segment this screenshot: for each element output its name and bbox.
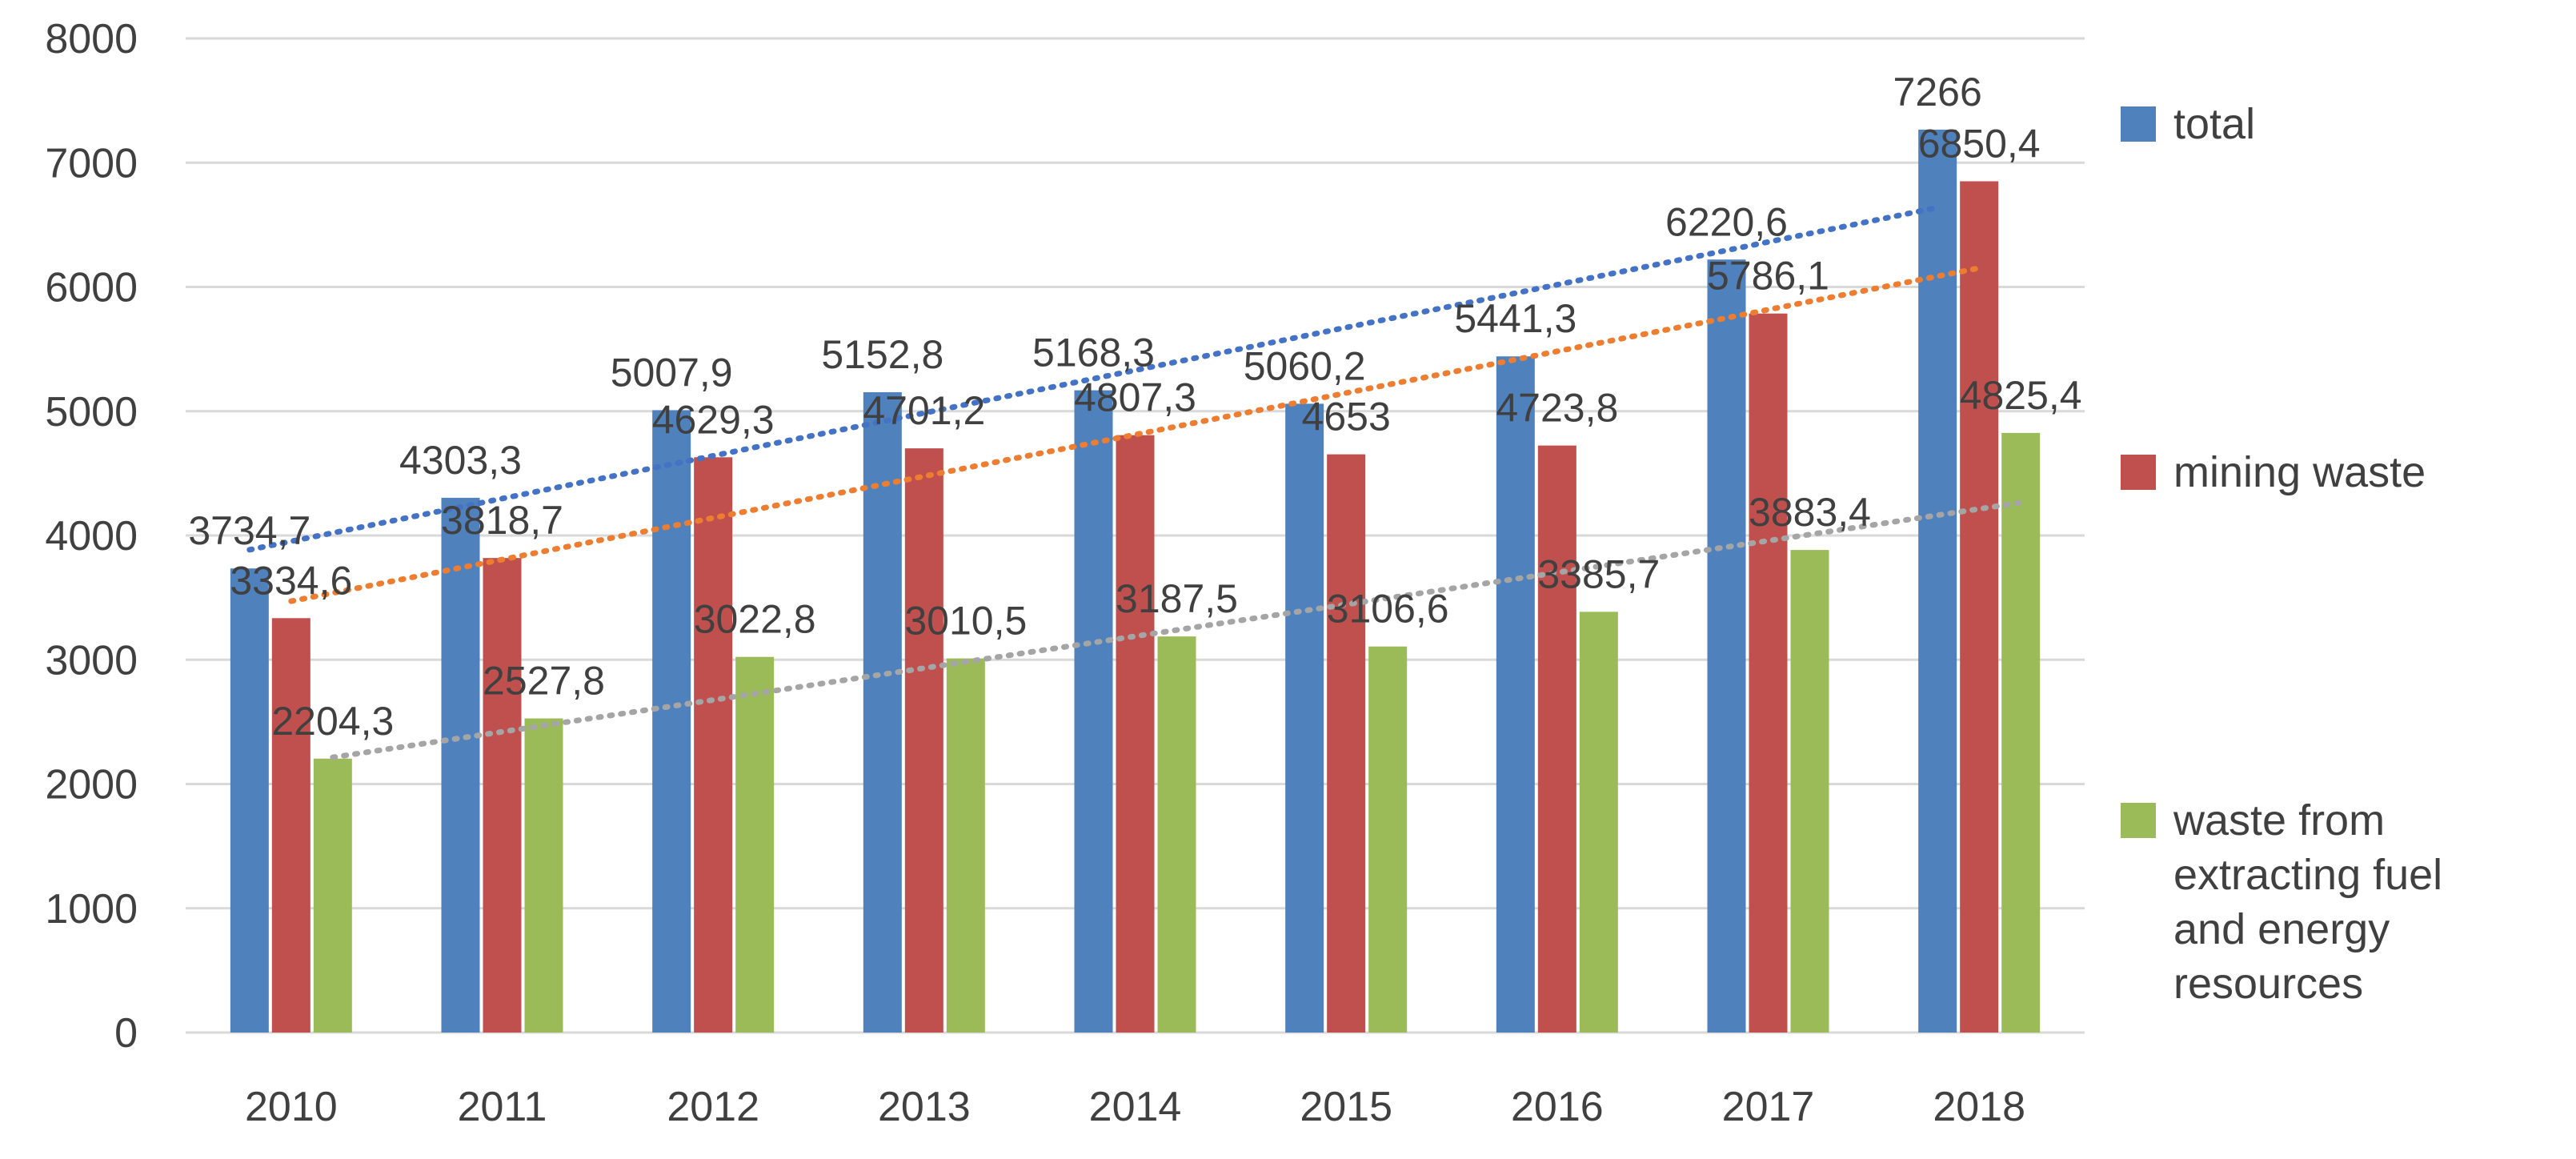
bar-2-2015 xyxy=(1368,646,1408,1033)
data-label: 3818,7 xyxy=(441,498,563,543)
x-axis-ticks: 2010 2011 2012 2013 2014 2015 2016 2017 2018 xyxy=(245,1084,2025,1130)
x-tick-label: 2016 xyxy=(1511,1084,1604,1130)
bar-2-2017 xyxy=(1790,550,1829,1033)
bar-1-2017 xyxy=(1749,313,1788,1033)
data-label: 4303,3 xyxy=(399,438,522,483)
bar-1-2018 xyxy=(1960,181,1999,1033)
bar-2-2018 xyxy=(2001,432,2041,1033)
data-label: 4653 xyxy=(1302,395,1391,439)
data-label: 4701,2 xyxy=(863,388,985,433)
legend-label-line: and energy xyxy=(2173,905,2390,953)
legend-label: total xyxy=(2173,100,2255,148)
data-label: 4629,3 xyxy=(652,397,775,442)
bar-0-2016 xyxy=(1496,356,1535,1033)
bar-0-2012 xyxy=(652,410,691,1033)
y-tick-label: 0 xyxy=(114,1010,138,1057)
legend-label-line: extracting fuel xyxy=(2173,851,2442,899)
data-label: 6850,4 xyxy=(1918,121,2041,166)
bar-0-2018 xyxy=(1918,129,1957,1033)
x-tick-label: 2018 xyxy=(1933,1084,2025,1130)
bar-0-2010 xyxy=(230,568,269,1033)
data-label: 5060,2 xyxy=(1244,343,1366,388)
data-label: 3010,5 xyxy=(904,599,1027,644)
bar-1-2011 xyxy=(483,558,522,1033)
bar-1-2015 xyxy=(1327,454,1366,1033)
bar-0-2013 xyxy=(863,392,902,1033)
y-tick-label: 5000 xyxy=(45,389,138,435)
data-label: 2204,3 xyxy=(271,699,394,744)
y-tick-label: 2000 xyxy=(45,762,138,808)
x-tick-label: 2015 xyxy=(1300,1084,1392,1130)
data-label: 5168,3 xyxy=(1032,331,1155,375)
trendlines xyxy=(246,204,2024,760)
data-label: 5007,9 xyxy=(611,351,733,395)
data-label: 4807,3 xyxy=(1074,375,1196,420)
y-axis-ticks: 0 1000 2000 3000 4000 5000 6000 7000 8000 xyxy=(45,16,138,1057)
legend-label-line: waste from xyxy=(2173,796,2385,844)
x-tick-label: 2012 xyxy=(667,1084,759,1130)
bar-0-2014 xyxy=(1074,390,1113,1033)
data-label: 6220,6 xyxy=(1665,199,1788,244)
bars xyxy=(230,129,2041,1033)
y-tick-label: 4000 xyxy=(45,513,138,559)
y-tick-label: 1000 xyxy=(45,886,138,932)
bar-1-2016 xyxy=(1537,445,1576,1033)
data-label: 3022,8 xyxy=(694,597,816,642)
data-label: 5786,1 xyxy=(1707,254,1829,299)
trendline-1 xyxy=(288,265,1982,604)
bar-1-2013 xyxy=(904,448,943,1033)
data-label: 4825,4 xyxy=(1960,373,2082,418)
y-tick-label: 3000 xyxy=(45,637,138,684)
legend-swatch-2 xyxy=(2121,803,2156,838)
x-tick-label: 2010 xyxy=(245,1084,338,1130)
legend-swatch-1 xyxy=(2121,455,2156,490)
data-label: 3734,7 xyxy=(188,508,310,553)
x-tick-label: 2013 xyxy=(878,1084,971,1130)
data-labels: 3734,7 4303,3 5007,9 5152,8 5168,3 5060,2 5441… xyxy=(188,70,2081,744)
bar-2-2011 xyxy=(524,718,563,1033)
data-label: 3187,5 xyxy=(1116,576,1238,621)
x-tick-label: 2014 xyxy=(1089,1084,1182,1130)
bar-2-2014 xyxy=(1157,636,1196,1033)
data-label: 3106,6 xyxy=(1327,587,1449,632)
data-label: 3334,6 xyxy=(230,558,352,603)
legend-label: mining waste xyxy=(2173,448,2426,496)
y-tick-label: 6000 xyxy=(45,265,138,311)
legend-swatch-0 xyxy=(2121,106,2156,142)
bar-2-2013 xyxy=(946,658,985,1033)
trendline-0 xyxy=(246,204,1941,553)
trendline-2 xyxy=(330,499,2024,760)
data-label: 2527,8 xyxy=(483,659,605,704)
data-label: 5152,8 xyxy=(821,332,943,377)
bar-2-2016 xyxy=(1579,612,1618,1033)
bar-0-2015 xyxy=(1285,403,1324,1033)
data-label: 5441,3 xyxy=(1454,296,1576,341)
y-tick-label: 7000 xyxy=(45,140,138,186)
x-tick-label: 2011 xyxy=(458,1084,547,1130)
data-label: 3883,4 xyxy=(1749,490,1871,535)
y-tick-label: 8000 xyxy=(45,16,138,62)
bar-0-2011 xyxy=(441,497,480,1033)
bar-0-2017 xyxy=(1707,259,1746,1033)
data-label: 3385,7 xyxy=(1537,551,1660,596)
bar-2-2012 xyxy=(735,656,775,1033)
bar-1-2010 xyxy=(271,618,310,1033)
legend: total mining waste waste from extracting fu… xyxy=(2121,100,2442,1008)
bar-1-2014 xyxy=(1116,435,1155,1033)
legend-label-line: resources xyxy=(2173,960,2363,1008)
data-label: 4723,8 xyxy=(1496,386,1618,431)
x-tick-label: 2017 xyxy=(1722,1084,1815,1130)
bar-2-2010 xyxy=(313,758,352,1033)
data-label: 7266 xyxy=(1893,70,1982,114)
bar-1-2012 xyxy=(694,457,733,1033)
